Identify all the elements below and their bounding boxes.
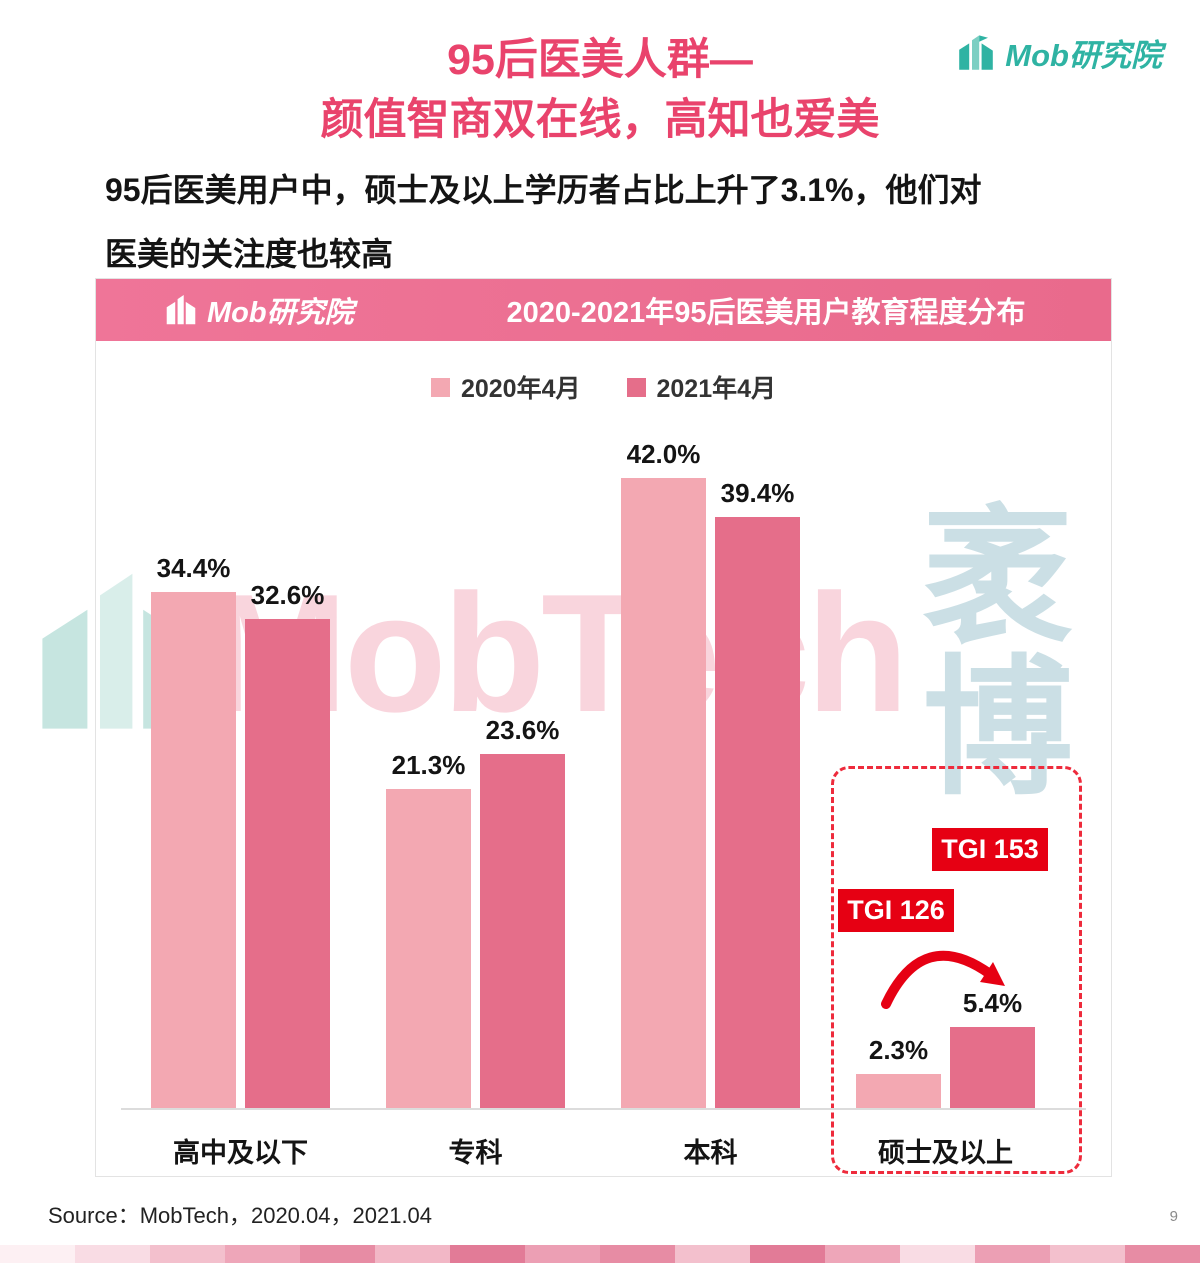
bar-s0-c0 [151, 592, 236, 1108]
brand-logo-text: Mob研究院 [1005, 38, 1162, 73]
tgi-badge-2020: TGI 126 [838, 889, 954, 932]
bar-value-label-s0-c0: 34.4% [156, 553, 231, 583]
chart-card: Mob研究院 2020-2021年95后医美用户教育程度分布 2020年4月 2… [95, 278, 1112, 1177]
strip-segment-1 [0, 1245, 75, 1263]
highlight-dashed-box [831, 766, 1082, 1174]
category-labels: 高中及以下 专科 本科 硕士及以上 [151, 1131, 1035, 1170]
bar-value-label-s1-c1: 23.6% [485, 715, 560, 745]
banner-mob-icon [166, 295, 196, 325]
page-subtitle-line1: 95后医美用户中，硕士及以上学历者占比上升了3.1%，他们对 [105, 172, 982, 208]
bar-s0-c1 [386, 788, 471, 1108]
legend-label-2021: 2021年4月 [656, 375, 777, 403]
chart-banner: Mob研究院 2020-2021年95后医美用户教育程度分布 [96, 279, 1111, 341]
category-label-3: 本科 [683, 1138, 738, 1168]
page-title-line2: 颜值智商双在线，高知也爱美 [320, 96, 880, 144]
banner-logo-text: Mob研究院 [207, 297, 354, 329]
strip-segment-6 [375, 1245, 450, 1263]
bar-wrap-s1-c0: 32.6% [245, 580, 330, 1108]
strip-segment-2 [75, 1245, 150, 1263]
legend-swatch-2020 [430, 377, 450, 397]
source-text: Source：MobTech，2020.04，2021.04 [48, 1203, 433, 1228]
bar-group-4: 2.3% 5.4% [856, 988, 1035, 1108]
bar-s0-c3 [856, 1073, 941, 1108]
x-axis-line [121, 1108, 1086, 1110]
legend-item-2020: 2020年4月 [430, 369, 581, 405]
bar-wrap-s1-c2: 39.4% [715, 478, 800, 1108]
strip-segment-8 [525, 1245, 600, 1263]
strip-segment-3 [150, 1245, 225, 1263]
legend-item-2021: 2021年4月 [626, 369, 777, 405]
category-label-2: 专科 [448, 1138, 503, 1168]
bar-wrap-s0-c0: 34.4% [151, 553, 236, 1108]
strip-segment-11 [750, 1245, 825, 1263]
legend-swatch-2021 [626, 377, 646, 397]
strip-segment-7 [450, 1245, 525, 1263]
bar-value-label-s0-c1: 21.3% [391, 749, 466, 780]
bar-value-label-s1-c0: 32.6% [250, 580, 325, 610]
strip-segment-16 [1125, 1245, 1200, 1263]
page-title: 95后医美人群— 颜值智商双在线，高知也爱美 [0, 30, 1200, 150]
page-subtitle: 95后医美用户中，硕士及以上学历者占比上升了3.1%，他们对 医美的关注度也较高 [105, 158, 1115, 286]
footer-decorative-strip [0, 1245, 1200, 1263]
strip-segment-5 [300, 1245, 375, 1263]
page-number: 9 [1169, 1208, 1178, 1225]
bar-wrap-s0-c3: 2.3% [856, 1034, 941, 1108]
chart-title: 2020-2021年95后医美用户教育程度分布 [506, 297, 1026, 329]
bar-wrap-s0-c1: 21.3% [386, 749, 471, 1108]
strip-segment-13 [900, 1245, 975, 1263]
strip-segment-4 [225, 1245, 300, 1263]
category-label-1: 高中及以下 [173, 1138, 308, 1168]
strip-segment-10 [675, 1245, 750, 1263]
bar-value-label-s0-c3: 2.3% [868, 1034, 929, 1065]
bar-s1-c3 [950, 1027, 1035, 1108]
bar-group-1: 34.4% 32.6% [151, 553, 330, 1108]
bar-group-3: 42.0% 39.4% [621, 439, 800, 1108]
page-title-line1: 95后医美人群— [447, 36, 753, 84]
bar-wrap-s1-c1: 23.6% [480, 715, 565, 1108]
strip-segment-9 [600, 1245, 675, 1263]
bar-value-label-s1-c2: 39.4% [720, 478, 795, 508]
bar-s1-c2 [715, 517, 800, 1108]
chart-legend: 2020年4月 2021年4月 [96, 369, 1111, 405]
strip-segment-12 [825, 1245, 900, 1263]
mob-building-icon [959, 34, 994, 70]
brand-logo: Mob研究院 [956, 30, 1162, 75]
bar-wrap-s0-c2: 42.0% [621, 439, 706, 1108]
strip-segment-14 [975, 1245, 1050, 1263]
bar-value-label-s0-c2: 42.0% [626, 439, 701, 469]
strip-segment-15 [1050, 1245, 1125, 1263]
bar-group-2: 21.3% 23.6% [386, 715, 565, 1108]
banner-logo: Mob研究院 [164, 279, 354, 341]
tgi-growth-arrow-icon [881, 950, 1005, 1009]
category-label-4: 硕士及以上 [878, 1138, 1013, 1168]
legend-label-2020: 2020年4月 [460, 375, 581, 403]
bar-s0-c2 [621, 478, 706, 1108]
bar-s1-c1 [480, 754, 565, 1108]
bar-s1-c0 [245, 619, 330, 1108]
bar-wrap-s1-c3: 5.4% [950, 988, 1035, 1108]
page-subtitle-line2: 医美的关注度也较高 [105, 236, 394, 272]
tgi-badge-2021: TGI 153 [932, 828, 1048, 871]
bar-value-label-s1-c3: 5.4% [962, 988, 1023, 1018]
